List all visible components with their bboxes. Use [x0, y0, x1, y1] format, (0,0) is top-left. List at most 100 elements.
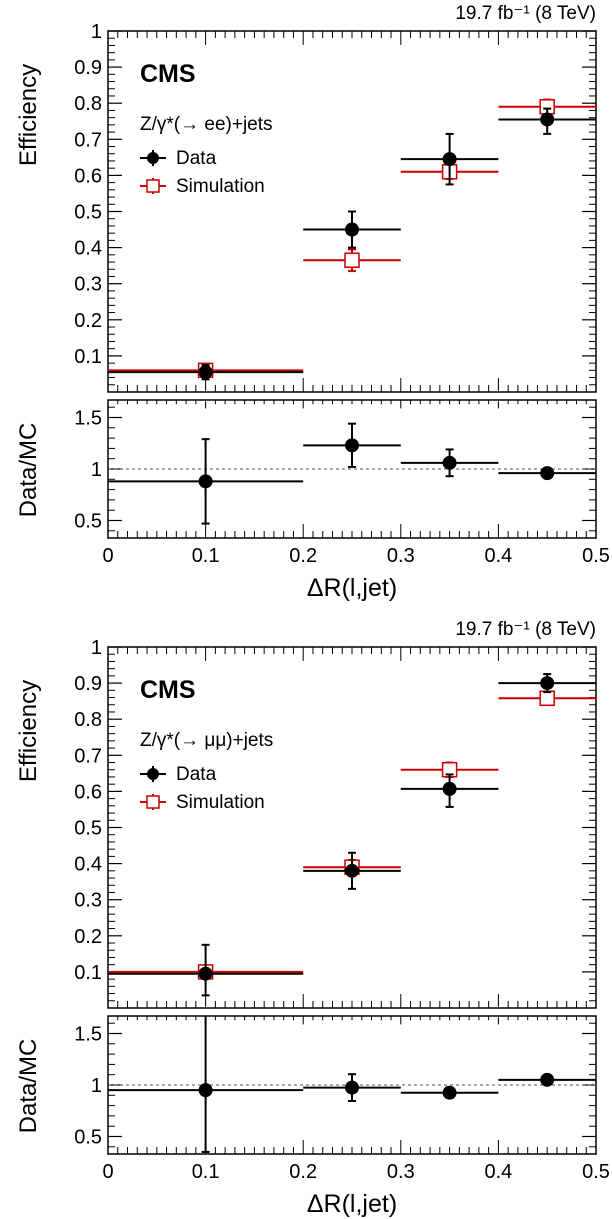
y-axis-title-ratio: Data/MC	[15, 1039, 42, 1134]
ratio-marker	[198, 1083, 213, 1098]
x-tick-label: 0.4	[484, 545, 512, 567]
simulation-marker	[344, 252, 360, 268]
ratio-point	[400, 448, 499, 478]
simulation-point	[498, 690, 596, 707]
ratio-marker	[345, 438, 359, 453]
legend: Data Simulation	[140, 148, 265, 197]
y-tick-label: 0.5	[74, 818, 102, 840]
legend-entry-data: Data	[140, 148, 217, 169]
panel-ee: 19.7 fb⁻¹ (8 TeV) 0.10.20.30.40.50.60.70…	[15, 3, 610, 602]
legend: Data Simulation	[140, 764, 265, 813]
y-tick-label: 0.1	[74, 346, 102, 368]
data-marker	[442, 781, 457, 796]
data-marker	[345, 222, 359, 237]
simulation-marker	[539, 690, 555, 707]
legend-data-marker	[147, 768, 159, 780]
ratio-y-tick-label: 1.5	[74, 1024, 102, 1046]
process-label: Z/γ*(→ ee)+jets	[140, 114, 273, 135]
x-tick-label: 0.5	[582, 1161, 610, 1183]
efficiency-axis: 0.1 0.2 0.3 0.4 0.5 0.6 0.7 0.8 0.9 1	[74, 21, 596, 392]
y-tick-label: 0.2	[74, 926, 102, 948]
lumi-label: 19.7 fb⁻¹ (8 TeV)	[455, 3, 596, 24]
legend-data-marker	[147, 152, 159, 164]
data-point	[498, 673, 596, 694]
y-tick-label: 0.4	[74, 238, 102, 260]
y-tick-label: 0.1	[74, 962, 102, 984]
data-marker	[540, 112, 555, 127]
x-tick-label: 0.4	[484, 1161, 512, 1183]
ratio-y-tick-label: 1	[91, 459, 102, 481]
data-point	[108, 943, 304, 997]
x-tick-label: 0	[102, 1161, 113, 1183]
efficiency-points	[108, 98, 596, 381]
ratio-axis: 0 0.1 0.2 0.3 0.4 0.5 0.5 1 1.5	[74, 1016, 610, 1183]
y-tick-label: 0.8	[74, 93, 102, 115]
x-tick-label: 0.3	[387, 545, 415, 567]
x-tick-label: 0.5	[582, 545, 610, 567]
y-tick-label: 0.3	[74, 274, 102, 296]
efficiency-points	[108, 673, 596, 997]
x-tick-label: 0.1	[192, 1161, 220, 1183]
ratio-y-tick-label: 0.5	[74, 510, 102, 532]
ratio-point	[108, 1016, 304, 1153]
x-tick-label: 0.1	[192, 545, 220, 567]
ratio-marker	[540, 1072, 555, 1087]
legend-simulation-label: Simulation	[176, 176, 265, 197]
ratio-marker	[345, 1080, 359, 1095]
y-axis-title-ratio: Data/MC	[15, 423, 42, 518]
y-axis-title-efficiency: Efficiency	[15, 64, 42, 166]
ratio-marker	[540, 466, 555, 481]
y-tick-label: 0.4	[74, 854, 102, 876]
x-tick-label: 0.3	[387, 1161, 415, 1183]
x-tick-label: 0.2	[289, 545, 317, 567]
y-tick-label: 0.2	[74, 310, 102, 332]
data-marker	[198, 365, 213, 380]
ratio-marker	[442, 1085, 457, 1100]
legend-data-label: Data	[176, 764, 217, 785]
ratio-y-tick-label: 1.5	[74, 408, 102, 430]
lumi-label: 19.7 fb⁻¹ (8 TeV)	[455, 619, 596, 640]
y-tick-label: 0.9	[74, 57, 102, 79]
ratio-point	[498, 1072, 596, 1087]
legend-simulation-label: Simulation	[176, 792, 265, 813]
ratio-point	[303, 1073, 401, 1102]
data-point	[400, 132, 499, 186]
ratio-point	[303, 422, 401, 468]
legend-simulation-marker	[146, 795, 160, 809]
data-point	[498, 107, 596, 135]
x-tick-label: 0	[102, 545, 113, 567]
simulation-point	[303, 248, 401, 273]
ratio-axis: 0 0.1 0.2 0.3 0.4 0.5 0.5 1 1.5	[74, 400, 610, 567]
y-tick-label: 1	[91, 637, 102, 659]
y-tick-label: 1	[91, 21, 102, 43]
y-tick-label: 0.5	[74, 202, 102, 224]
legend-entry-simulation: Simulation	[140, 176, 265, 197]
cms-label: CMS	[140, 676, 196, 704]
ratio-point	[498, 466, 596, 481]
process-label: Z/γ*(→ μμ)+jets	[140, 730, 273, 751]
cms-label: CMS	[140, 60, 196, 88]
panel-mumu: 19.7 fb⁻¹ (8 TeV) 0.1 0.2 0.3 0.4 0.5 0.6 0.7 0…	[15, 619, 610, 1218]
y-tick-label: 0.6	[74, 781, 102, 803]
ratio-points	[108, 1016, 596, 1153]
x-axis-title: ΔR(l,jet)	[307, 1190, 397, 1218]
efficiency-axis: 0.1 0.2 0.3 0.4 0.5 0.6 0.7 0.8 0.9 1	[74, 637, 596, 1008]
legend-entry-data: Data	[140, 764, 217, 785]
ratio-points	[108, 422, 596, 525]
legend-entry-simulation: Simulation	[140, 792, 265, 813]
data-marker	[442, 152, 457, 167]
x-axis-title: ΔR(l,jet)	[307, 574, 397, 602]
data-marker	[345, 863, 359, 878]
legend-data-label: Data	[176, 148, 217, 169]
ratio-y-tick-label: 0.5	[74, 1126, 102, 1148]
data-point	[303, 210, 401, 249]
data-point	[303, 851, 401, 890]
ratio-y-tick-label: 1	[91, 1075, 102, 1097]
data-marker	[198, 966, 213, 981]
ratio-marker	[442, 455, 457, 470]
ratio-marker	[198, 474, 213, 489]
y-tick-label: 0.7	[74, 129, 102, 151]
y-tick-label: 0.7	[74, 745, 102, 767]
x-tick-label: 0.2	[289, 1161, 317, 1183]
